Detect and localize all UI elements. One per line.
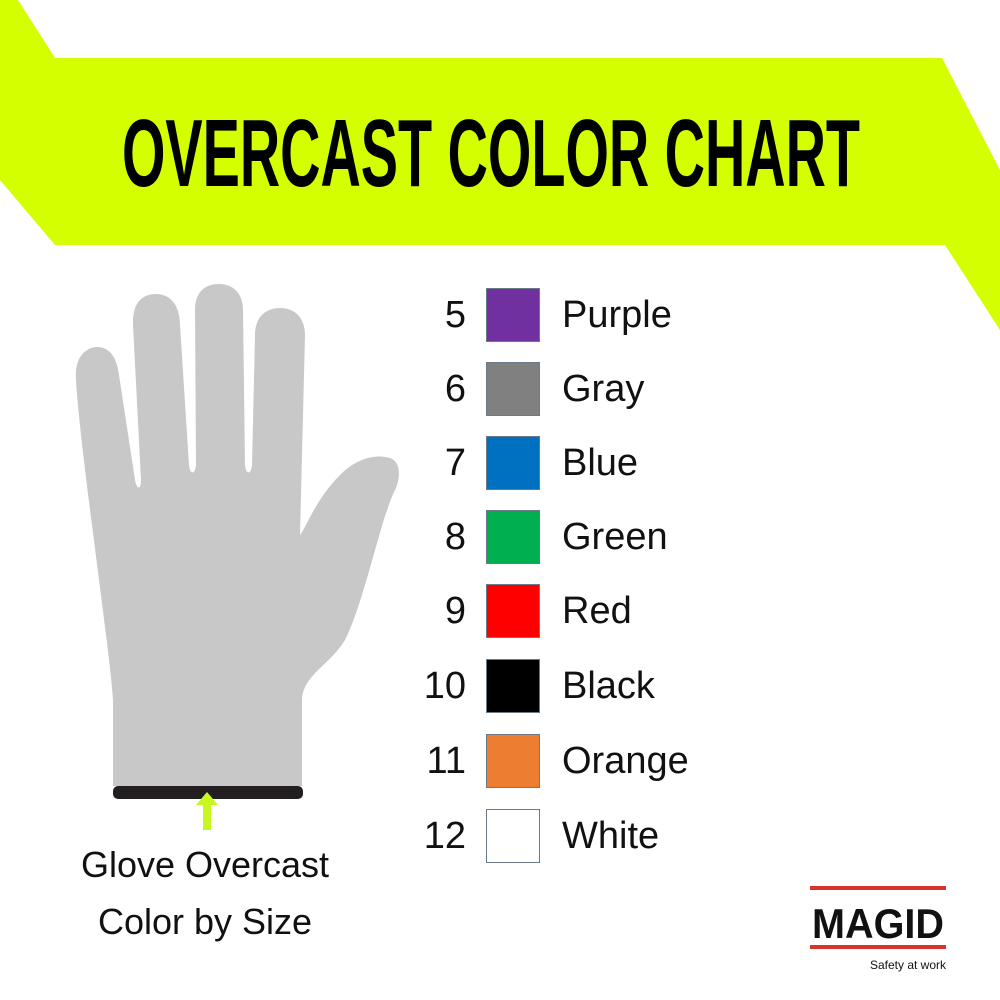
caption: Glove Overcast Color by Size xyxy=(30,836,380,950)
glove-illustration xyxy=(75,284,399,786)
legend-row-size-6: 6 Gray xyxy=(400,361,644,417)
color-name: White xyxy=(562,814,660,857)
legend-row-size-5: 5 Purple xyxy=(400,287,672,343)
title-banner xyxy=(0,0,1000,330)
caption-line-1: Glove Overcast xyxy=(80,844,330,885)
color-name: Blue xyxy=(562,441,639,484)
size-number: 9 xyxy=(444,589,466,632)
size-number: 11 xyxy=(426,739,466,782)
glove-cuff-overcast xyxy=(113,786,303,799)
size-number: 10 xyxy=(423,664,466,707)
color-name: Red xyxy=(562,589,632,632)
color-name: Gray xyxy=(562,367,645,410)
arrow-up-icon xyxy=(196,792,218,830)
legend-row-size-10: 10 Black xyxy=(400,658,655,714)
size-number: 5 xyxy=(444,293,466,336)
color-swatch xyxy=(486,436,540,490)
color-name: Purple xyxy=(562,293,672,336)
color-swatch xyxy=(486,584,540,638)
caption-line-2: Color by Size xyxy=(97,901,313,942)
size-number: 8 xyxy=(444,515,466,558)
color-swatch xyxy=(486,362,540,416)
size-number: 6 xyxy=(444,367,466,410)
size-number: 7 xyxy=(444,441,466,484)
color-swatch xyxy=(486,659,540,713)
color-swatch xyxy=(486,510,540,564)
magid-logo: MAGID Safety at work xyxy=(810,886,947,972)
color-swatch xyxy=(486,734,540,788)
color-swatch xyxy=(486,809,540,863)
svg-text:Safety at work: Safety at work xyxy=(870,958,947,972)
color-name: Black xyxy=(562,664,655,707)
svg-text:MAGID: MAGID xyxy=(812,900,944,947)
legend-row-size-8: 8 Green xyxy=(400,509,668,565)
page-title: OVERCAST COLOR CHART xyxy=(122,100,860,207)
legend-row-size-11: 11 Orange xyxy=(400,733,689,789)
legend-row-size-12: 12 White xyxy=(400,808,659,864)
legend-row-size-7: 7 Blue xyxy=(400,435,638,491)
color-swatch xyxy=(486,288,540,342)
legend-row-size-9: 9 Red xyxy=(400,583,632,639)
size-number: 12 xyxy=(423,814,466,857)
color-name: Orange xyxy=(562,739,689,782)
color-name: Green xyxy=(562,515,668,558)
